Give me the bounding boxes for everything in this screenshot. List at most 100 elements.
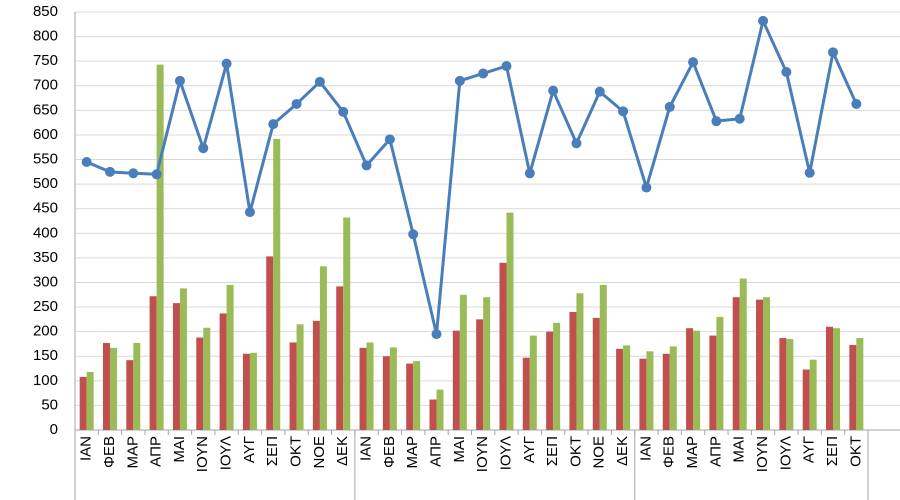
- x-tick-label: ΟΚΤ: [847, 436, 864, 467]
- bar: [599, 284, 607, 430]
- y-tick-label: 650: [33, 101, 58, 118]
- bar: [623, 345, 631, 430]
- bar: [249, 352, 257, 430]
- bar: [312, 320, 320, 430]
- line-marker: [81, 156, 92, 167]
- x-tick-label: ΜΑΡ: [404, 436, 421, 469]
- bar: [219, 313, 227, 430]
- line-marker: [361, 160, 372, 171]
- bar: [452, 330, 460, 430]
- bar: [102, 342, 110, 430]
- line-marker: [431, 329, 442, 340]
- bar: [576, 293, 584, 430]
- line-marker: [174, 75, 185, 86]
- line-marker: [478, 68, 489, 79]
- bar: [686, 328, 694, 430]
- bar: [179, 288, 187, 430]
- x-tick-label: ΦΕΒ: [661, 436, 678, 468]
- x-tick-label: ΑΠΡ: [427, 436, 444, 467]
- x-tick-label: ΑΥΓ: [801, 436, 818, 463]
- bar: [529, 335, 537, 430]
- bar: [592, 317, 600, 430]
- line-marker: [851, 98, 862, 109]
- bar: [413, 361, 421, 430]
- bar: [669, 346, 677, 430]
- line-marker: [454, 75, 465, 86]
- line-marker: [758, 15, 769, 26]
- bar: [826, 326, 834, 430]
- x-tick-label: ΑΠΡ: [148, 436, 165, 467]
- bar: [296, 324, 304, 430]
- y-tick-label: 250: [33, 298, 58, 315]
- y-tick-label: 0: [50, 421, 58, 438]
- line-marker: [828, 47, 839, 58]
- x-tick-label: ΜΑΙ: [171, 436, 188, 463]
- bar: [382, 356, 390, 430]
- bar: [739, 278, 747, 430]
- bar: [273, 138, 281, 430]
- x-tick-label: ΙΟΥΛ: [777, 436, 794, 470]
- bar: [732, 297, 740, 430]
- bar: [639, 358, 647, 430]
- bar: [833, 328, 841, 430]
- line-marker: [571, 138, 582, 149]
- bar: [809, 359, 817, 430]
- x-tick-label: ΔΕΚ: [614, 436, 631, 466]
- y-tick-label: 100: [33, 372, 58, 389]
- bar: [109, 347, 117, 430]
- x-tick-label: ΙΑΝ: [637, 436, 654, 461]
- bar: [849, 344, 857, 430]
- x-tick-label: ΟΚΤ: [288, 436, 305, 467]
- bar: [716, 316, 724, 430]
- y-tick-label: 400: [33, 224, 58, 241]
- bar: [569, 311, 577, 430]
- y-tick-label: 150: [33, 347, 58, 364]
- y-tick-label: 450: [33, 200, 58, 217]
- line-marker: [618, 106, 629, 117]
- y-tick-label: 750: [33, 52, 58, 69]
- line-marker: [198, 143, 209, 154]
- line-marker: [524, 168, 535, 179]
- bar: [359, 347, 367, 430]
- bar: [786, 339, 794, 430]
- y-tick-label: 700: [33, 77, 58, 94]
- line-marker: [781, 66, 792, 77]
- bar: [459, 294, 467, 430]
- bar: [389, 347, 397, 430]
- line-marker: [688, 57, 699, 68]
- line-marker: [268, 119, 279, 130]
- line-marker: [244, 207, 255, 218]
- y-tick-label: 50: [41, 396, 58, 413]
- bar: [242, 353, 250, 430]
- x-tick-label: ΜΑΡ: [124, 436, 141, 469]
- x-tick-label: ΙΟΥΝ: [754, 436, 771, 472]
- bar: [476, 319, 484, 430]
- x-tick-label: ΦΕΒ: [381, 436, 398, 468]
- line-marker: [104, 166, 115, 177]
- y-tick-label: 300: [33, 273, 58, 290]
- x-tick-label: ΑΥΓ: [521, 436, 538, 463]
- line-marker: [314, 76, 325, 87]
- bar: [506, 212, 514, 430]
- bar: [756, 299, 764, 430]
- line-marker: [501, 61, 512, 72]
- bar: [266, 256, 274, 430]
- line-marker: [641, 182, 652, 193]
- bar: [499, 262, 507, 430]
- y-tick-label: 200: [33, 323, 58, 340]
- bar: [196, 337, 204, 430]
- bar: [336, 286, 344, 430]
- bar: [709, 335, 717, 430]
- bar: [366, 342, 374, 430]
- bar: [483, 297, 491, 430]
- bar: [436, 389, 444, 430]
- bar: [522, 357, 530, 430]
- y-tick-label: 600: [33, 126, 58, 143]
- x-tick-label: ΙΟΥΛ: [218, 436, 235, 470]
- x-tick-label: ΝΟΕ: [591, 436, 608, 469]
- bar: [343, 217, 351, 430]
- x-tick-label: ΣΕΠ: [264, 436, 281, 466]
- bar: [856, 338, 864, 430]
- line-marker: [594, 86, 605, 97]
